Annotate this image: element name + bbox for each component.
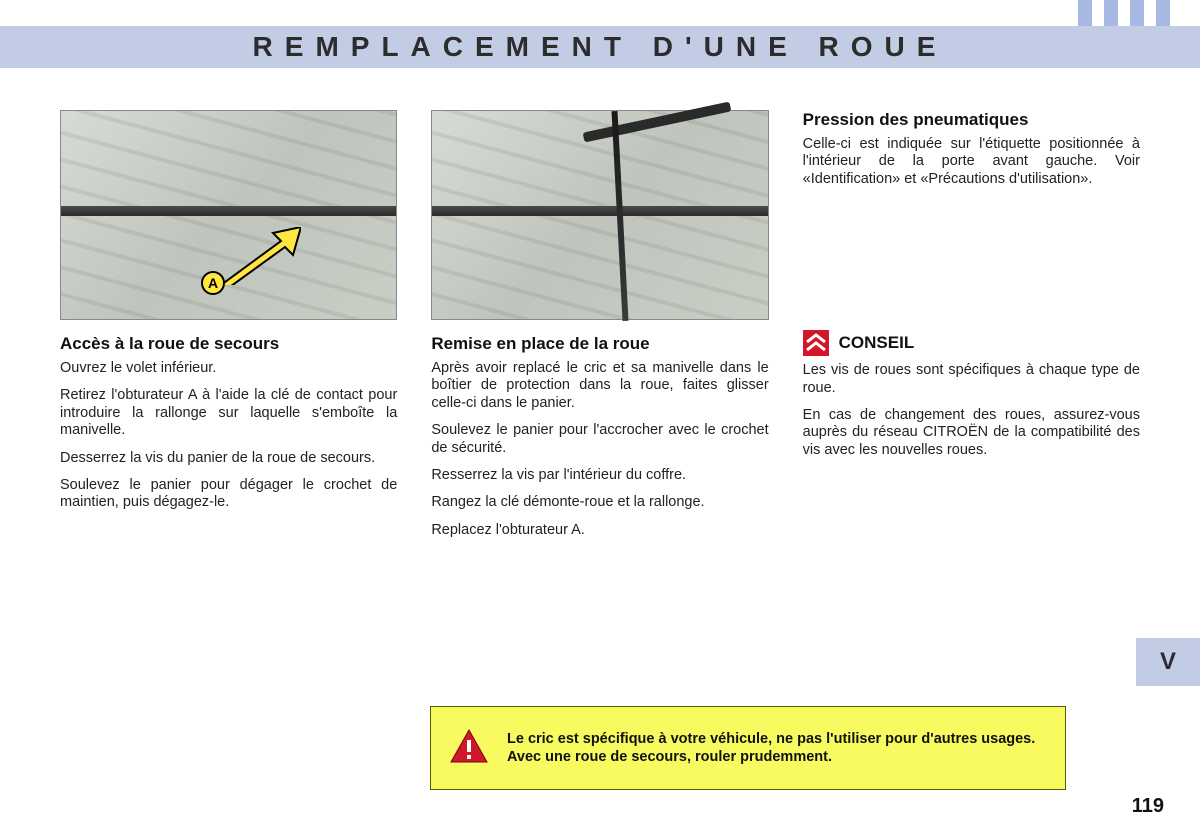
warning-line: Le cric est spécifique à votre véhicule,… bbox=[507, 730, 1035, 748]
heading-refit: Remise en place de la roue bbox=[431, 334, 768, 354]
column-3: Pression des pneumatiques Celle-ci est i… bbox=[803, 110, 1140, 670]
warning-text: Le cric est spécifique à votre véhicule,… bbox=[507, 730, 1035, 766]
text: Les vis de roues sont spécifiques à chaq… bbox=[803, 362, 1140, 397]
photo-refit-wheel bbox=[431, 110, 768, 320]
text: Rangez la clé démonte-roue et la rallong… bbox=[431, 494, 768, 511]
text: Soulevez le panier pour l'accrocher avec… bbox=[431, 422, 768, 457]
photo-spare-access: A bbox=[60, 110, 397, 320]
heading-pressure: Pression des pneumatiques bbox=[803, 110, 1140, 130]
warning-box: Le cric est spécifique à votre véhicule,… bbox=[430, 706, 1066, 790]
title-bar: REMPLACEMENT D'UNE ROUE bbox=[0, 26, 1200, 68]
marker-a: A bbox=[201, 271, 225, 295]
text: Replacez l'obturateur A. bbox=[431, 522, 768, 539]
text: Resserrez la vis par l'intérieur du coff… bbox=[431, 467, 768, 484]
column-1: A Accès à la roue de secours Ouvrez le v… bbox=[60, 110, 397, 670]
conseil-row: CONSEIL bbox=[803, 330, 1140, 356]
arrow-icon bbox=[221, 227, 301, 285]
citroen-logo-icon bbox=[803, 330, 829, 356]
column-2: Remise en place de la roue Après avoir r… bbox=[431, 110, 768, 670]
text: En cas de changement des roues, assurez-… bbox=[803, 407, 1140, 459]
chapter-label: V bbox=[1160, 648, 1176, 676]
page-body: A Accès à la roue de secours Ouvrez le v… bbox=[60, 110, 1140, 670]
heading-access: Accès à la roue de secours bbox=[60, 334, 397, 354]
page-title: REMPLACEMENT D'UNE ROUE bbox=[0, 31, 1200, 63]
warning-line: Avec une roue de secours, rouler prudemm… bbox=[507, 748, 1035, 766]
text: Après avoir replacé le cric et sa manive… bbox=[431, 360, 768, 412]
warning-icon bbox=[449, 728, 489, 769]
text: Ouvrez le volet inférieur. bbox=[60, 360, 397, 377]
text: Desserrez la vis du panier de la roue de… bbox=[60, 450, 397, 467]
page-number: 119 bbox=[1132, 795, 1164, 818]
text: Soulevez le panier pour dégager le croch… bbox=[60, 477, 397, 512]
text: Celle-ci est indiquée sur l'étiquette po… bbox=[803, 136, 1140, 188]
heading-conseil: CONSEIL bbox=[839, 333, 915, 353]
spacer bbox=[803, 198, 1140, 318]
chapter-tab: V bbox=[1136, 638, 1200, 686]
text: Retirez l'obturateur A à l'aide la clé d… bbox=[60, 387, 397, 439]
